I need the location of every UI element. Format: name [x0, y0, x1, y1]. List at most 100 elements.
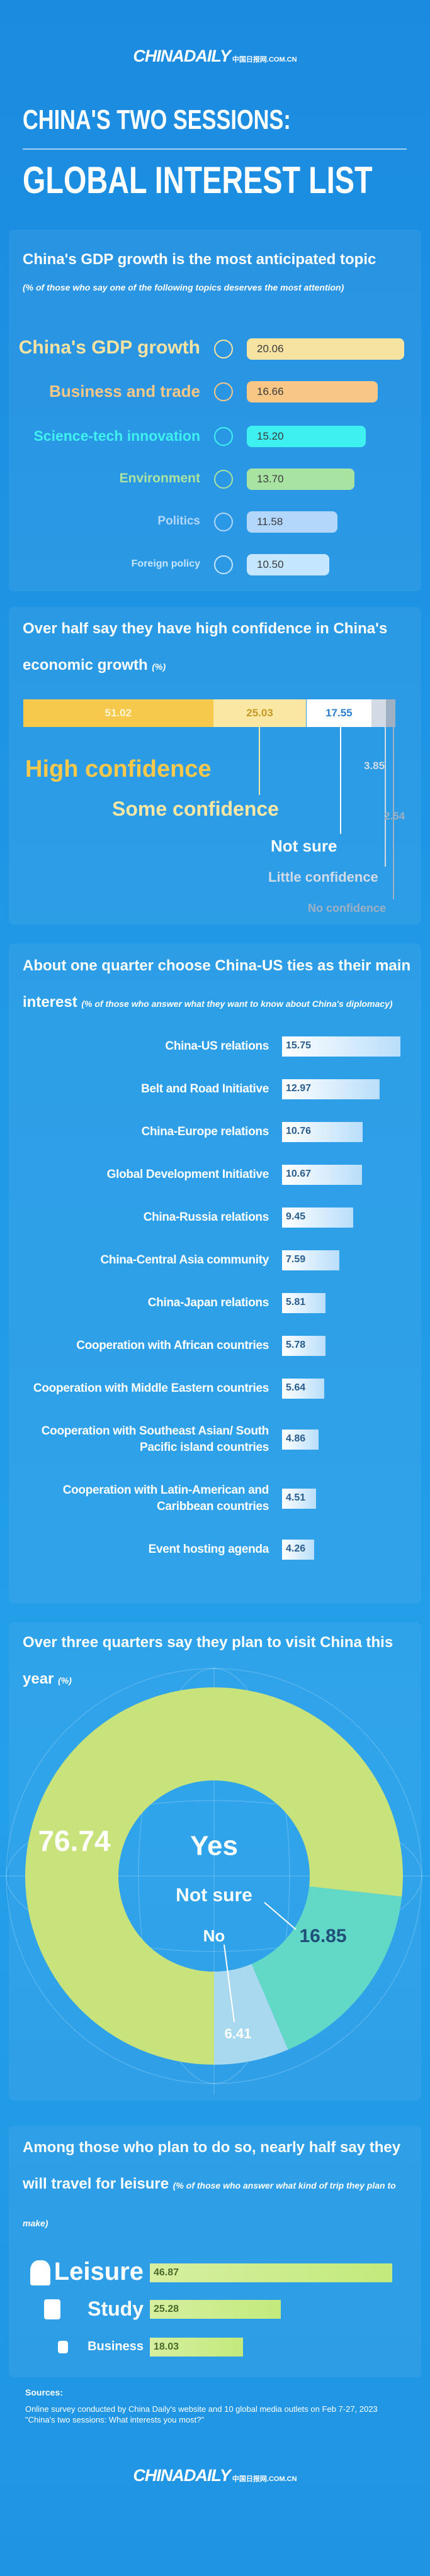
- legend-label: No confidence: [308, 902, 387, 914]
- value-label: 5.78: [286, 1340, 306, 1350]
- bar: [282, 1540, 314, 1560]
- value-label: 4.51: [286, 1492, 306, 1503]
- value-label: 17.55: [325, 707, 353, 719]
- icon: [214, 513, 233, 531]
- panel: [9, 230, 421, 591]
- category-label: China-US relations: [165, 1040, 269, 1053]
- icon: [214, 427, 233, 446]
- bar: [282, 1489, 316, 1509]
- legend-label: Some confidence: [112, 797, 279, 820]
- category-label: No: [203, 1926, 225, 1945]
- sources-label: Sources:: [25, 2387, 63, 2397]
- value-label: 10.50: [257, 558, 284, 570]
- value-label: 5.81: [286, 1297, 306, 1307]
- leader-line: [259, 727, 260, 795]
- legend-label: High confidence: [25, 756, 212, 782]
- bar-segment: [371, 699, 386, 727]
- subtitle: (% of those who answer what they want to…: [81, 999, 393, 1009]
- bar: [247, 469, 354, 490]
- section-title: Over half say they have high confidence …: [23, 611, 413, 685]
- icon: [214, 340, 233, 358]
- icon: [44, 2299, 60, 2319]
- value-label: 4.86: [286, 1433, 306, 1444]
- title: Over half say they have high confidence …: [23, 620, 388, 674]
- donut-segment: [25, 1687, 403, 2065]
- leader-line: [393, 727, 394, 899]
- category-label: Study: [88, 2297, 144, 2320]
- value-label: 51.02: [105, 707, 132, 719]
- value-label: 11.58: [257, 516, 283, 528]
- logo: CHINADAILY 中国日报网.COM.CN: [0, 2466, 430, 2485]
- logo-sub: 中国日报网.COM.CN: [232, 56, 297, 64]
- bar: [282, 1250, 339, 1270]
- donut-segment: [214, 1963, 288, 2065]
- donut-segment: [251, 1886, 402, 2050]
- category-label: Business and trade: [49, 381, 200, 401]
- divider: [23, 148, 407, 150]
- icon: [30, 2260, 50, 2285]
- category-label: Cooperation with Southeast Asian/ South …: [41, 1424, 269, 1454]
- title: China's GDP growth is the most anticipat…: [23, 251, 376, 268]
- value-label: 2.54: [384, 810, 405, 822]
- category-label: Cooperation with Middle Eastern countrie…: [33, 1382, 269, 1395]
- bar: [282, 1293, 326, 1313]
- leader-line: [340, 727, 341, 834]
- logo-text: CHINADAILY: [133, 47, 230, 65]
- value-label: 10.67: [286, 1169, 312, 1179]
- title: About one quarter choose China-US ties a…: [23, 957, 411, 1011]
- bar: [282, 1379, 325, 1399]
- legend-label: Not sure: [271, 836, 337, 855]
- bar: [282, 1165, 363, 1185]
- value-label: 25.03: [246, 707, 273, 719]
- section-title: Over three quarters say they plan to vis…: [23, 1624, 413, 1699]
- category-label: Science-tech innovation: [33, 427, 200, 444]
- section-title: About one quarter choose China-US ties a…: [23, 948, 413, 1022]
- bar: [150, 2263, 392, 2282]
- title-line-2: GLOBAL INTEREST LIST: [23, 159, 373, 201]
- value-label: 3.85: [364, 760, 385, 772]
- bar-segment: [23, 699, 213, 727]
- section-title: Among those who plan to do so, nearly ha…: [23, 2129, 413, 2241]
- category-label: Not sure: [176, 1885, 252, 1906]
- bar-segment: [385, 699, 395, 727]
- category-label: China-Central Asia community: [100, 1253, 269, 1267]
- subtitle: (% of those who answer what kind of trip…: [23, 2180, 396, 2228]
- logo: CHINADAILY 中国日报网.COM.CN: [0, 47, 430, 66]
- title: Among those who plan to do so, nearly ha…: [23, 2139, 401, 2192]
- logo-text: CHINADAILY: [133, 2466, 230, 2485]
- sources-text: Online survey conducted by China Daily's…: [25, 2404, 378, 2424]
- value-label: 12.97: [286, 1083, 312, 1094]
- bar: [247, 338, 404, 360]
- bar: [282, 1122, 363, 1142]
- title-line-1: CHINA'S TWO SESSIONS:: [23, 104, 291, 135]
- value-label: 46.87: [154, 2267, 179, 2278]
- category-label: Politics: [157, 514, 200, 528]
- bar: [282, 1079, 380, 1099]
- bar: [150, 2338, 244, 2357]
- value-label: 16.66: [257, 386, 284, 397]
- bar: [247, 554, 329, 575]
- bar-segment: [213, 699, 307, 727]
- panel: [9, 607, 421, 924]
- category-label: Global Development Initiative: [106, 1168, 269, 1181]
- bar: [247, 511, 338, 533]
- value-label: 15.20: [257, 430, 284, 442]
- bar: [282, 1430, 319, 1450]
- category-label: Belt and Road Initiative: [141, 1082, 269, 1096]
- donut-chart: Yes 76.74 Not sure 16.85 No 6.41: [0, 1667, 430, 2094]
- category-label: China-Europe relations: [141, 1125, 269, 1138]
- value-label: 16.85: [299, 1926, 346, 1946]
- value-label: 20.06: [257, 343, 284, 355]
- value-label: 10.76: [286, 1126, 312, 1136]
- bar: [282, 1208, 353, 1228]
- icon: [214, 555, 233, 574]
- section-title: China's GDP growth is the most anticipat…: [23, 242, 413, 297]
- bar: [282, 1336, 325, 1356]
- icon: [58, 2341, 68, 2353]
- value-label: 76.74: [38, 1824, 111, 1857]
- category-label: Environment: [119, 470, 200, 486]
- category-label: Business: [88, 2340, 144, 2353]
- title: Over three quarters say they plan to vis…: [23, 1634, 393, 1687]
- category-label: China-Russia relations: [143, 1211, 269, 1224]
